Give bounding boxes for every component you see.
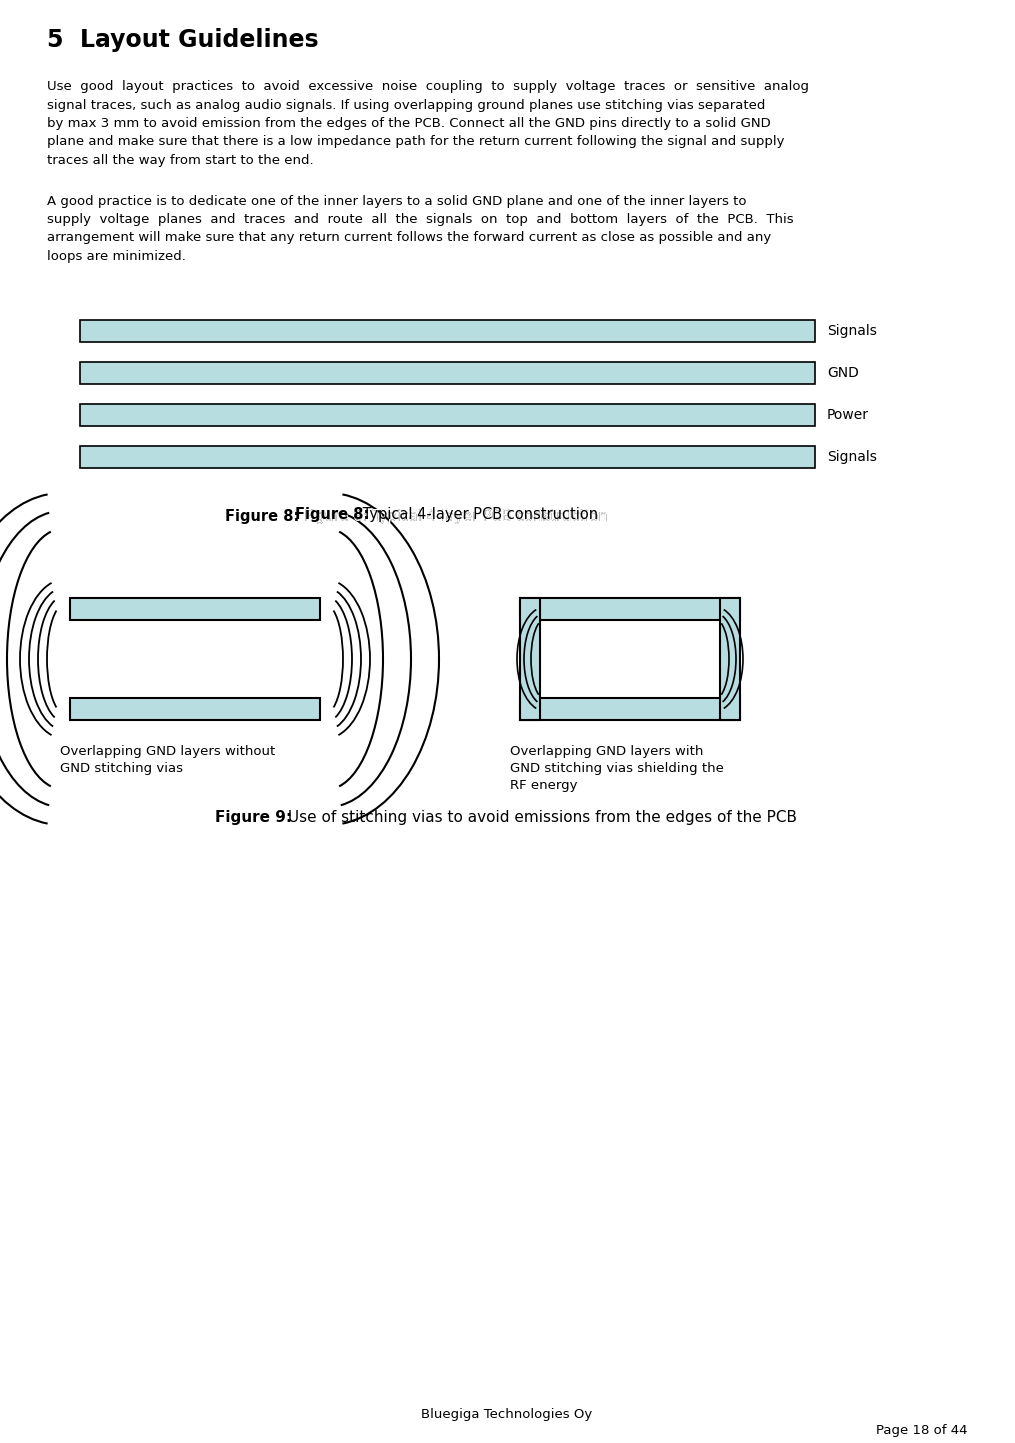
Text: Page 18 of 44: Page 18 of 44	[877, 1424, 968, 1437]
Bar	[80, 446, 815, 468]
Text: Figure 9:: Figure 9:	[215, 810, 292, 825]
Bar	[520, 597, 540, 720]
Text: Signals: Signals	[827, 325, 877, 338]
Text: loops are minimized.: loops are minimized.	[47, 250, 186, 263]
Text: plane and make sure that there is a low impedance path for the return current fo: plane and make sure that there is a low …	[47, 136, 785, 149]
Text: 5  Layout Guidelines: 5 Layout Guidelines	[47, 27, 319, 52]
Text: Figure 8:: Figure 8:	[225, 509, 299, 524]
Bar	[80, 320, 815, 342]
Bar	[80, 362, 815, 384]
Text: GND stitching vias shielding the: GND stitching vias shielding the	[510, 762, 724, 775]
Bar	[70, 597, 320, 620]
Bar	[720, 597, 740, 720]
Text: RF energy: RF energy	[510, 779, 578, 792]
Text: by max 3 mm to avoid emission from the edges of the PCB. Connect all the GND pin: by max 3 mm to avoid emission from the e…	[47, 117, 770, 130]
Text: Overlapping GND layers without: Overlapping GND layers without	[60, 745, 275, 758]
Text: A good practice is to dedicate one of the inner layers to a solid GND plane and : A good practice is to dedicate one of th…	[47, 195, 746, 208]
Text: signal traces, such as analog audio signals. If using overlapping ground planes : signal traces, such as analog audio sign…	[47, 98, 765, 111]
Bar	[80, 404, 815, 426]
Bar	[520, 597, 740, 620]
Text: Overlapping GND layers with: Overlapping GND layers with	[510, 745, 703, 758]
Text: Figure 8: Typical 4-layer PCB construction: Figure 8: Typical 4-layer PCB constructi…	[303, 509, 607, 524]
Text: supply  voltage  planes  and  traces  and  route  all  the  signals  on  top  an: supply voltage planes and traces and rou…	[47, 214, 794, 227]
Text: Signals: Signals	[827, 450, 877, 465]
Bar	[520, 698, 740, 720]
Text: Power: Power	[827, 408, 869, 421]
Text: Use of stitching vias to avoid emissions from the edges of the PCB: Use of stitching vias to avoid emissions…	[283, 810, 797, 825]
Text: GND: GND	[827, 367, 859, 380]
Text: Typical 4-layer PCB construction: Typical 4-layer PCB construction	[358, 506, 598, 522]
Text: GND stitching vias: GND stitching vias	[60, 762, 183, 775]
Text: Bluegiga Technologies Oy: Bluegiga Technologies Oy	[421, 1408, 593, 1421]
Text: arrangement will make sure that any return current follows the forward current a: arrangement will make sure that any retu…	[47, 231, 771, 244]
Text: Figure 8: Typical 4-layer PCB construction: Figure 8: Typical 4-layer PCB constructi…	[303, 509, 607, 524]
Text: traces all the way from start to the end.: traces all the way from start to the end…	[47, 154, 314, 167]
Text: Use  good  layout  practices  to  avoid  excessive  noise  coupling  to  supply : Use good layout practices to avoid exces…	[47, 79, 809, 92]
Bar	[70, 698, 320, 720]
Text: Figure 8:: Figure 8:	[295, 506, 369, 522]
